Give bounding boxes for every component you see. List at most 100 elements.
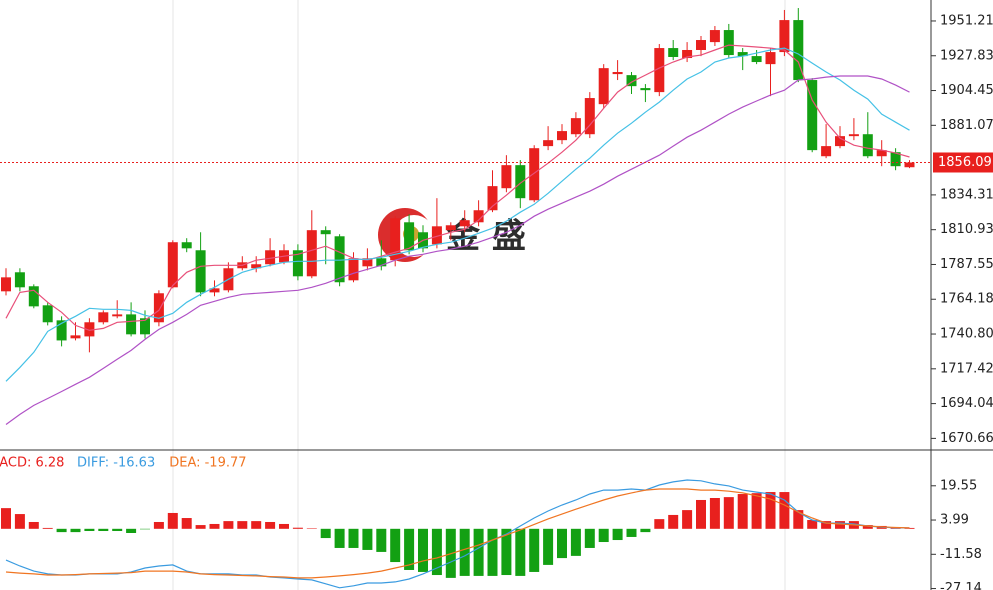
macd-bar [626, 528, 637, 537]
macd-bar [28, 521, 39, 529]
candle-body [334, 236, 345, 283]
candle-body [195, 250, 206, 293]
candle-body [529, 148, 540, 201]
candle-body [167, 242, 178, 288]
candle-body [584, 98, 595, 135]
macd-bar [779, 492, 790, 529]
macd-bar [320, 528, 331, 539]
last-price-box [933, 152, 993, 173]
macd-bar [56, 528, 67, 533]
candle-body [181, 242, 192, 249]
macd-bar [306, 528, 317, 529]
candle-body [765, 52, 776, 65]
candle-body [612, 72, 623, 75]
candle-body [209, 288, 220, 293]
legend-label: MACD: 6.28 [0, 456, 64, 471]
legend-label: DIFF: -16.63 [77, 456, 155, 471]
candle-body [904, 162, 915, 168]
line [5, 488, 910, 579]
macd-bar [570, 528, 581, 556]
macd-bar [84, 528, 95, 532]
candle-body [751, 56, 762, 63]
candle-body [709, 30, 720, 43]
macd-bar [362, 528, 373, 550]
y-tick-label: -11.58 [940, 547, 982, 562]
macd-bar [112, 528, 123, 532]
y-tick-label: 1951.21 [940, 13, 993, 28]
candle-body [459, 220, 470, 227]
candle-body [515, 165, 526, 199]
macd-bar [418, 528, 428, 572]
legend-label: DEA: -19.77 [169, 456, 246, 471]
candle-body [348, 258, 359, 281]
macd-bar [723, 497, 734, 529]
candle-body [848, 134, 859, 137]
macd-bar [279, 523, 289, 529]
macd-bar [237, 521, 248, 529]
macd-bar [376, 528, 387, 552]
y-tick-label: 1694.04 [940, 396, 993, 411]
candle-body [431, 226, 442, 245]
macd-bar [529, 528, 540, 572]
macd-bar [195, 525, 206, 529]
line [5, 479, 910, 589]
candle-body [362, 258, 373, 267]
macd-bar [459, 528, 470, 576]
macd-bar [640, 528, 651, 533]
candle-body [501, 165, 512, 189]
candle-body [292, 250, 303, 277]
candle-body [557, 131, 567, 141]
macd-bar [487, 528, 498, 576]
macd-bar [265, 521, 276, 529]
candle-body [598, 68, 609, 105]
candle-body [70, 335, 81, 339]
y-tick-label: 1670.66 [940, 431, 993, 446]
candle-body [640, 88, 651, 91]
macd-bar [598, 528, 609, 543]
macd-bar [1, 508, 11, 529]
macd-bar [473, 528, 484, 576]
watermark-text: 金 盛 [445, 217, 526, 257]
candle-body [682, 49, 693, 59]
line [5, 47, 910, 382]
line [5, 44, 910, 331]
candle-body [251, 264, 262, 269]
candle-body [14, 272, 25, 288]
macd-bar [807, 520, 818, 529]
candle-body [793, 20, 804, 81]
macd-bar [167, 512, 178, 529]
candle-body [626, 75, 637, 87]
macd-bar [668, 514, 679, 529]
candle-body [42, 305, 53, 323]
candle-body [473, 210, 484, 223]
macd-bar [181, 518, 192, 529]
candle-body [807, 80, 818, 151]
candle-body [1, 277, 11, 292]
candle-body [140, 318, 150, 335]
macd-bar [98, 528, 109, 532]
candle-body [696, 40, 706, 50]
macd-bar [862, 525, 873, 529]
y-tick-label: 1787.55 [940, 257, 993, 272]
macd-bar [737, 494, 748, 529]
macd-bar [696, 499, 706, 529]
macd-bar [70, 528, 81, 533]
y-tick-label: 1717.42 [940, 361, 993, 376]
macd-bar [557, 528, 567, 559]
candle-body [890, 152, 901, 167]
macd-bar [431, 528, 442, 576]
line [5, 75, 910, 425]
macd-bar [821, 521, 832, 529]
y-tick-label: 1834.31 [940, 187, 993, 202]
candle-body [98, 312, 109, 323]
candle-body [126, 314, 137, 335]
macd-bar [515, 528, 526, 576]
macd-bar [404, 528, 415, 570]
macd-bar [654, 519, 665, 529]
candle-body [779, 20, 790, 53]
macd-bar [835, 521, 845, 529]
macd-bar [334, 528, 345, 548]
candle-body [320, 230, 331, 235]
